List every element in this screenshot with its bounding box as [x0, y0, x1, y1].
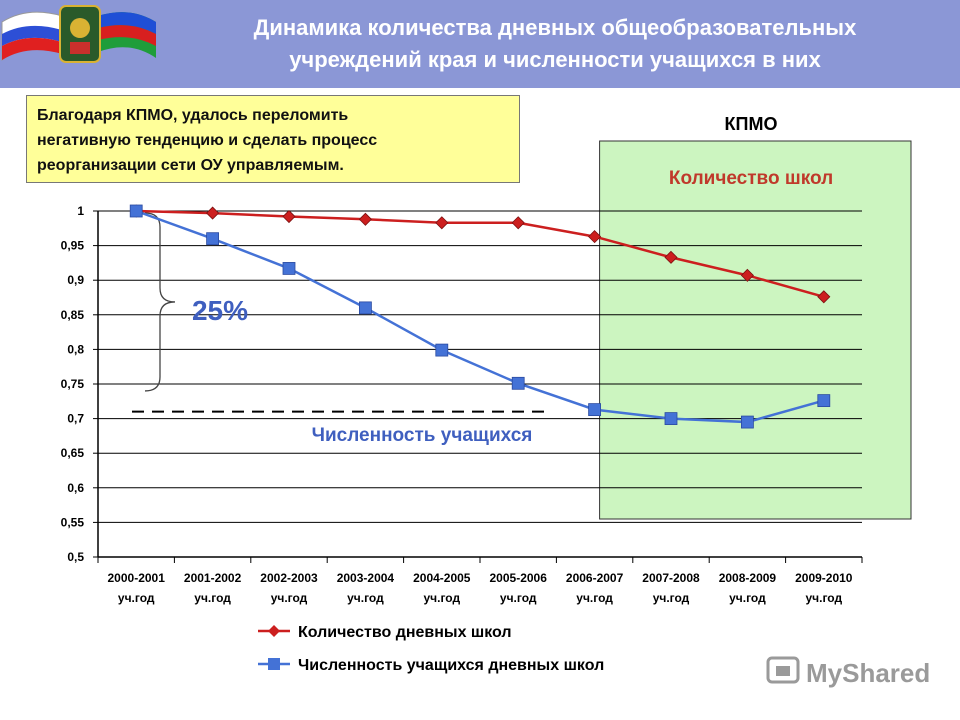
x-tick-label: 2004-2005: [413, 571, 471, 585]
watermark: MyShared: [766, 656, 930, 688]
data-point: [435, 343, 449, 357]
data-point: [588, 230, 602, 244]
y-tick-label: 0,85: [61, 308, 85, 322]
x-tick-label: 2008-2009: [719, 571, 777, 585]
x-tick-label-sub: уч.год: [194, 591, 231, 605]
brace-bracket: [144, 212, 176, 392]
legend-label: Численность учащихся дневных школ: [298, 657, 604, 674]
x-tick-label-sub: уч.год: [576, 591, 613, 605]
series: [129, 204, 831, 429]
x-tick-label: 2009-2010: [795, 571, 853, 585]
x-tick-label: 2006-2007: [566, 571, 624, 585]
y-tick-label: 0,5: [67, 550, 84, 564]
data-point: [206, 206, 220, 220]
y-tick-label: 0,95: [61, 239, 85, 253]
x-tick-label-sub: уч.год: [118, 591, 155, 605]
data-point: [435, 216, 449, 230]
x-tick-label: 2001-2002: [184, 571, 242, 585]
series-students: [129, 204, 831, 429]
y-tick-label: 1: [77, 204, 84, 218]
x-tick-label-sub: уч.год: [653, 591, 690, 605]
x-tick-label-sub: уч.год: [271, 591, 308, 605]
data-point: [588, 403, 601, 417]
data-point: [817, 394, 831, 408]
x-tick-label: 2005-2006: [490, 571, 548, 585]
legend-marker: [268, 658, 280, 670]
x-tick-label-sub: уч.год: [500, 591, 537, 605]
y-tick-label: 0,7: [67, 412, 84, 426]
data-point: [664, 250, 678, 264]
x-tick-labels: 2000-2001 уч.год 2001-2002 уч.год 2002-2003 у…: [97, 557, 863, 605]
data-point: [129, 204, 143, 218]
y-tick-label: 0,8: [67, 342, 84, 356]
y-tick-label: 0,55: [61, 515, 85, 529]
note-line-1: Благодаря КПМО, удалось переломить: [37, 107, 349, 124]
data-point: [282, 262, 296, 275]
flags-emblem-icon: [1, 5, 156, 63]
data-point: [817, 290, 831, 304]
y-tick-labels: 0,5 0,55 0,6 0,65 0,7 0,75 0,8 0,85 0,9 0,95 1: [61, 204, 85, 564]
data-point: [282, 209, 296, 224]
callout-note: Благодаря КПМО, удалось переломить негат…: [26, 95, 520, 183]
x-tick-label: 2002-2003: [260, 571, 318, 585]
legend: Количество дневных школ Численность учащи…: [258, 624, 604, 674]
series-line: [136, 209, 825, 299]
data-point: [358, 301, 372, 315]
x-tick-label-sub: уч.год: [423, 591, 460, 605]
y-tick-label: 0,65: [61, 446, 85, 460]
data-point: [206, 232, 220, 246]
data-point: [664, 412, 678, 426]
kpmo-label: КПМО: [725, 114, 778, 134]
y-tick-label: 0,9: [67, 273, 84, 287]
header-banner: Динамика количества дневных общеобразова…: [0, 0, 960, 88]
x-tick-label-sub: уч.год: [805, 591, 842, 605]
drop-percent-label: 25%: [192, 295, 248, 326]
x-tick-label: 2007-2008: [642, 571, 700, 585]
students-count-label: Численность учащихся: [312, 425, 533, 446]
watermark-text: MyShared: [806, 658, 930, 688]
y-tick-label: 0,75: [61, 377, 85, 391]
series-schools: [129, 204, 831, 304]
series-line: [135, 209, 825, 424]
legend-label: Количество дневных школ: [298, 624, 512, 641]
x-tick-label: 2000-2001: [108, 571, 166, 585]
x-tick-label-sub: уч.год: [347, 591, 384, 605]
schools-count-label: Количество школ: [669, 168, 833, 189]
title-line-2: учреждений края и численности учащихся в…: [289, 47, 821, 72]
kpmo-region: [599, 140, 912, 520]
data-point: [740, 268, 754, 282]
data-point: [358, 212, 372, 226]
data-point: [511, 216, 525, 230]
y-tick-label: 0,6: [67, 481, 84, 495]
data-point: [511, 376, 525, 390]
x-tick-label-sub: уч.год: [729, 591, 766, 605]
legend-marker: [268, 625, 280, 637]
title-line-1: Динамика количества дневных общеобразова…: [253, 15, 857, 40]
watermark-icon: [766, 656, 800, 684]
note-line-2: негативную тенденцию и сделать процесс: [37, 132, 378, 149]
page-title: Динамика количества дневных общеобразова…: [160, 12, 950, 76]
x-tick-label: 2003-2004: [337, 571, 395, 585]
data-point: [741, 415, 754, 429]
note-line-3: реорганизации сети ОУ управляемым.: [37, 157, 344, 174]
